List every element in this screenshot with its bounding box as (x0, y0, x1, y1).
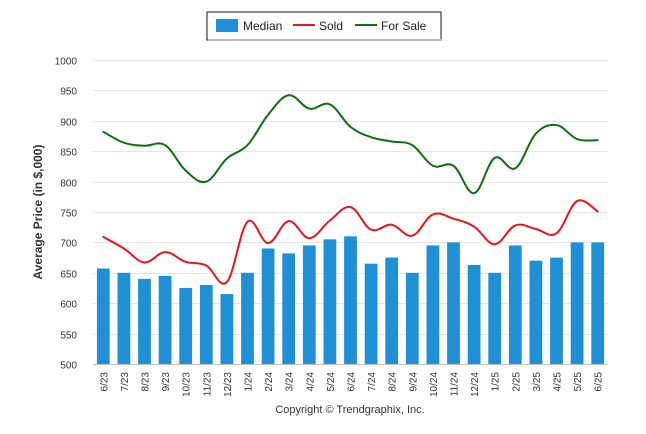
median-bar (344, 236, 357, 364)
median-bar (199, 284, 213, 364)
y-tick-label: 500 (60, 361, 77, 372)
sold-line (102, 199, 599, 285)
median-bar (529, 260, 543, 364)
median-bar (426, 245, 440, 364)
median-bar (96, 268, 110, 364)
x-tick-label: 1/25 (491, 372, 502, 392)
median-bar (385, 257, 399, 364)
x-tick-label: 12/24 (470, 372, 481, 397)
median-bar (158, 275, 172, 364)
x-tick-label: 1/24 (244, 372, 255, 392)
x-tick-label: 3/25 (532, 372, 543, 392)
x-tick-label: 6/25 (594, 372, 605, 392)
median-bar (138, 278, 151, 364)
median-bar (591, 242, 605, 364)
median-bar (405, 272, 419, 364)
x-tick-label: 6/23 (99, 372, 110, 392)
y-tick-label: 750 (60, 209, 77, 220)
y-tick-label: 700 (60, 239, 77, 250)
median-bar (570, 242, 584, 364)
y-tick-label: 650 (60, 270, 77, 281)
x-tick-label: 11/24 (450, 372, 461, 397)
x-tick-label: 5/24 (326, 372, 337, 392)
y-tick-label: 550 (60, 331, 77, 342)
legend-median-label: Median (243, 19, 282, 33)
median-bar (117, 272, 131, 364)
y-tick-label: 800 (60, 179, 77, 190)
x-tick-label: 4/24 (305, 372, 316, 392)
x-tick-label: 3/24 (285, 372, 296, 392)
median-bar (220, 294, 234, 364)
x-tick-label: 2/25 (511, 372, 522, 392)
legend: Median Sold For Sale (206, 11, 442, 41)
median-bar (179, 288, 193, 364)
y-tick-label: 850 (60, 148, 77, 159)
median-bar (488, 272, 502, 364)
for-sale-line (102, 94, 599, 195)
y-tick-label: 900 (60, 118, 77, 129)
x-tick-label: 10/23 (182, 372, 193, 397)
x-tick-label: 8/24 (388, 372, 399, 392)
y-tick-label: 600 (60, 300, 77, 311)
median-bars (96, 236, 605, 364)
copyright-credit: Copyright © Trendgraphix, Inc. (275, 404, 424, 416)
y-axis-title: Average Price (in $,000) (31, 145, 45, 280)
x-axis-ticks: 6/23 7/23 8/23 9/23 10/23 11/23 12/23 1/24 2/24 3… (99, 372, 604, 397)
x-tick-label: 10/24 (429, 372, 440, 397)
median-bar (323, 239, 337, 364)
legend-box (206, 11, 442, 41)
series-lines (102, 94, 599, 285)
median-bar (241, 272, 254, 364)
median-bar (508, 245, 522, 364)
gridlines (93, 60, 608, 335)
median-bar (550, 257, 563, 364)
x-tick-label: 9/24 (408, 372, 419, 392)
y-tick-label: 1000 (55, 57, 78, 68)
median-bar (282, 253, 296, 364)
legend-median-swatch (216, 19, 238, 32)
legend-forsale-label: For Sale (381, 19, 427, 33)
x-tick-label: 9/23 (161, 372, 172, 392)
legend-shadow (208, 39, 442, 41)
x-tick-label: 8/23 (141, 372, 152, 392)
legend-sold-label: Sold (319, 19, 343, 33)
median-bar (467, 264, 481, 364)
x-tick-label: 7/24 (367, 372, 378, 392)
x-tick-label: 7/23 (120, 372, 131, 392)
median-bar (302, 245, 316, 364)
x-tick-label: 2/24 (264, 372, 275, 392)
median-bar (447, 242, 460, 364)
x-tick-label: 11/23 (202, 372, 213, 397)
x-tick-label: 12/23 (223, 372, 234, 397)
x-tick-label: 5/25 (573, 372, 584, 392)
median-bar (261, 248, 275, 364)
y-tick-label: 950 (60, 87, 77, 98)
x-tick-label: 6/24 (347, 372, 358, 392)
x-tick-label: 4/25 (553, 372, 564, 392)
median-bar (364, 263, 378, 364)
y-axis-ticks: 500 550 600 650 700 750 800 850 900 950 1000 (55, 57, 78, 372)
